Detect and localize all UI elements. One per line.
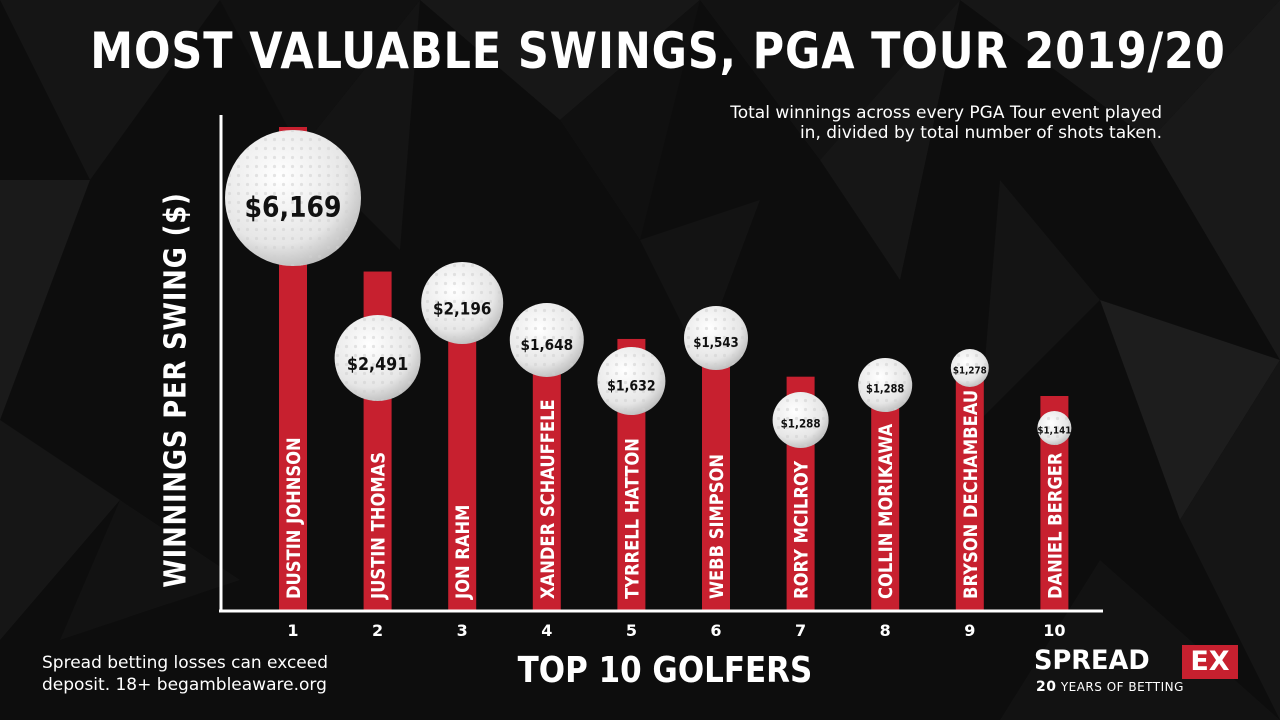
logo-tag-text: YEARS OF BETTING [1060,680,1184,694]
value-label-2: $2,491 [347,354,408,375]
golf-ball-dimples-5 [597,347,666,415]
value-label-7: $1,288 [781,417,821,431]
golf-ball-dimples-2 [334,315,421,401]
value-label-3: $2,196 [433,298,491,318]
x-axis-label: TOP 10 GOLFERS [517,650,813,691]
golfer-name-7: RORY MCILROY [792,461,813,599]
x-tick-label-9: 9 [964,621,975,640]
value-label-5: $1,632 [607,379,656,395]
golfer-name-2: JUSTIN THOMAS [369,452,390,600]
x-tick-label-3: 3 [457,621,468,640]
value-label-9: $1,278 [953,365,987,377]
x-tick-label-8: 8 [880,621,891,640]
x-tick-label-5: 5 [626,621,637,640]
value-label-10: $1,141 [1037,425,1071,437]
disclaimer-text: Spread betting losses can exceed deposit… [42,653,329,695]
bar-8 [871,376,900,611]
x-tick-label-6: 6 [710,621,721,640]
logo-brand-main: SPREAD [1034,645,1150,676]
logo-tag-number: 20 [1036,679,1057,695]
value-label-6: $1,543 [693,334,738,350]
x-tick-label-1: 1 [287,621,298,640]
golf-ball-dimples-3 [421,262,504,344]
logo-brand-accent: EX [1182,645,1238,679]
value-label-4: $1,648 [521,336,574,354]
chart-subtitle: Total winnings across every PGA Tour eve… [730,103,1162,143]
x-tick-label-2: 2 [372,621,383,640]
golfer-name-3: JON RAHM [453,505,474,600]
golfer-name-4: XANDER SCHAUFFELE [538,399,559,599]
spreadex-logo: SPREAD EX 20 YEARS OF BETTING [1034,645,1244,697]
bar-4 [532,337,561,611]
golfer-name-5: TYRRELL HATTON [622,438,643,599]
golfer-name-1: DUSTIN JOHNSON [284,437,305,599]
bar-3 [448,291,477,611]
golf-ball-dimples-10 [1037,411,1072,445]
golf-ball-dimples-1 [225,130,361,266]
golf-ball-dimples-8 [858,358,913,412]
golfer-name-10: DANIEL BERGER [1045,452,1066,599]
golfer-name-8: COLLIN MORIKAWA [876,423,897,599]
bar-9 [955,377,984,611]
golfer-name-6: WEBB SIMPSON [707,454,728,599]
golf-ball-dimples-9 [950,349,989,387]
golf-ball-dimples-7 [772,392,829,448]
x-tick-label-7: 7 [795,621,806,640]
golf-ball-dimples-6 [684,306,748,370]
bar-6 [702,347,730,611]
value-label-8: $1,288 [866,382,904,396]
value-label-1: $6,169 [244,191,341,224]
x-tick-label-10: 10 [1043,621,1065,640]
x-tick-label-4: 4 [541,621,552,640]
golf-ball-dimples-4 [509,303,584,377]
chart-title: MOST VALUABLE SWINGS, PGA TOUR 2019/20 [90,22,1226,80]
golfer-name-9: BRYSON DECHAMBEAU [961,390,982,599]
logo-tagline: 20 YEARS OF BETTING [1036,679,1184,695]
